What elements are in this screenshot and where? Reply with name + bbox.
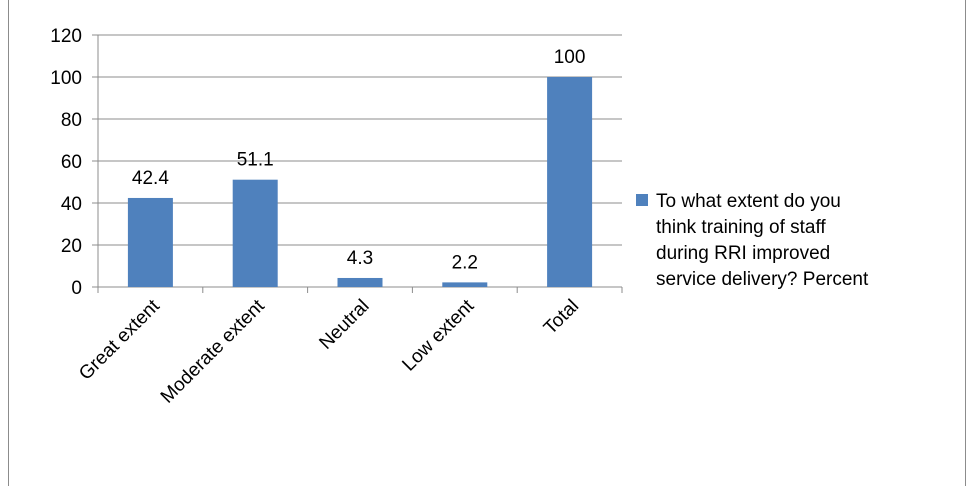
category-label: Total: [540, 296, 583, 339]
category-label: Moderate extent: [157, 295, 269, 407]
data-label: 100: [554, 47, 586, 68]
bars: [127, 77, 593, 287]
category-label: Low extent: [398, 295, 478, 375]
data-label: 4.3: [347, 248, 373, 269]
legend-line: during RRI improved: [656, 243, 830, 264]
y-tick-label: 40: [61, 194, 82, 215]
legend: To what extent do you think training of s…: [636, 191, 869, 290]
legend-line: service delivery? Percent: [656, 269, 869, 290]
category-label: Great extent: [75, 295, 164, 384]
y-tick-label: 0: [71, 278, 82, 299]
legend-swatch: [636, 194, 648, 206]
bar: [442, 282, 488, 287]
data-label: 51.1: [237, 150, 274, 171]
data-label: 42.4: [132, 168, 169, 189]
legend-line: To what extent do you: [656, 191, 841, 212]
y-axis: 0 20 40 60 80 100 120: [50, 26, 99, 299]
bar: [232, 179, 278, 287]
legend-label: To what extent do you think training of s…: [656, 191, 869, 290]
legend-line: think training of staff: [656, 217, 826, 238]
data-labels: 42.4 51.1 4.3 2.2 100: [132, 47, 586, 273]
bar: [127, 197, 173, 287]
y-tick-label: 120: [50, 26, 82, 47]
gridlines: [98, 34, 622, 246]
y-tick-label: 20: [61, 236, 82, 257]
y-tick-label: 100: [50, 68, 82, 89]
bar: [547, 77, 593, 287]
y-tick-label: 80: [61, 110, 82, 131]
category-label: Neutral: [315, 296, 373, 354]
bar: [337, 277, 383, 287]
y-tick-label: 60: [61, 152, 82, 173]
data-label: 2.2: [452, 252, 478, 273]
